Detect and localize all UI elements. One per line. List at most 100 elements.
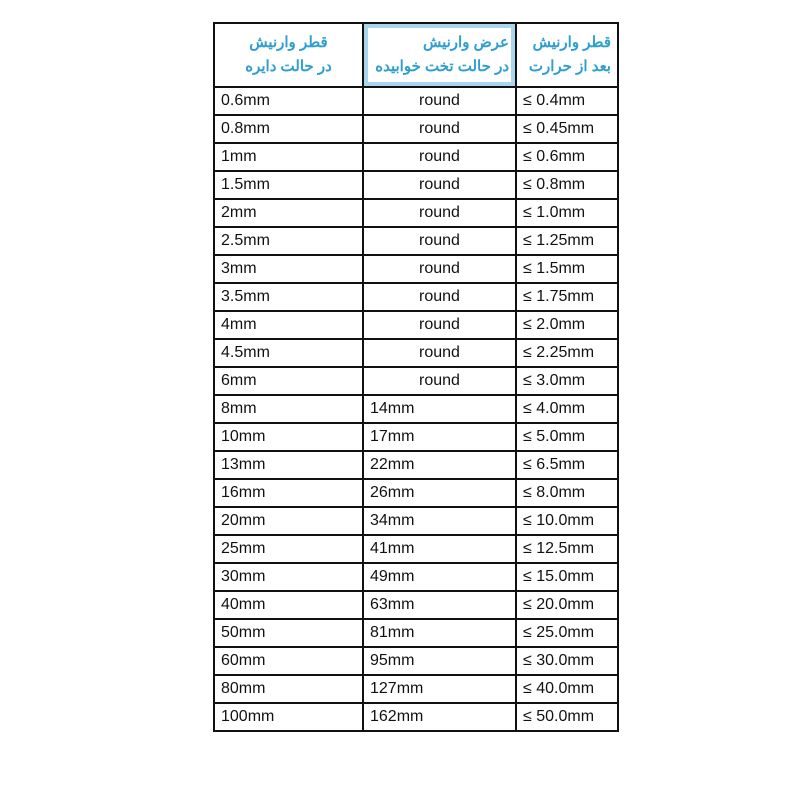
- shrunk-diameter-cell: ≤ 1.0mm: [515, 198, 619, 228]
- width-cell: round: [362, 254, 517, 284]
- width-cell: 162mm: [362, 702, 517, 732]
- diameter-cell: 2mm: [213, 198, 364, 228]
- shrunk-diameter-cell: ≤ 6.5mm: [515, 450, 619, 480]
- varnish-size-table: قطر وارنیش در حالت دایره عرض وارنیش در حال…: [213, 22, 619, 732]
- diameter-cell: 10mm: [213, 422, 364, 452]
- diameter-cell: 25mm: [213, 534, 364, 564]
- diameter-cell: 8mm: [213, 394, 364, 424]
- diameter-cell: 1mm: [213, 142, 364, 172]
- table-row: 4.5mm round ≤ 2.25mm: [213, 338, 619, 368]
- width-cell: 14mm: [362, 394, 517, 424]
- width-cell: 95mm: [362, 646, 517, 676]
- diameter-cell: 40mm: [213, 590, 364, 620]
- table-row: 3mm round ≤ 1.5mm: [213, 254, 619, 284]
- shrunk-diameter-cell: ≤ 20.0mm: [515, 590, 619, 620]
- table-row: 20mm 34mm ≤ 10.0mm: [213, 506, 619, 536]
- shrunk-diameter-cell: ≤ 15.0mm: [515, 562, 619, 592]
- table-row: 8mm 14mm ≤ 4.0mm: [213, 394, 619, 424]
- header-width-flat: عرض وارنیش در حالت تخت خوابیده: [362, 22, 517, 88]
- width-cell: 127mm: [362, 674, 517, 704]
- diameter-cell: 6mm: [213, 366, 364, 396]
- table-row: 0.6mm round ≤ 0.4mm: [213, 86, 619, 116]
- width-cell: round: [362, 226, 517, 256]
- diameter-cell: 60mm: [213, 646, 364, 676]
- table-row: 4mm round ≤ 2.0mm: [213, 310, 619, 340]
- table-row: 25mm 41mm ≤ 12.5mm: [213, 534, 619, 564]
- header-diameter-round: قطر وارنیش در حالت دایره: [213, 22, 364, 88]
- diameter-cell: 2.5mm: [213, 226, 364, 256]
- shrunk-diameter-cell: ≤ 3.0mm: [515, 366, 619, 396]
- width-cell: 81mm: [362, 618, 517, 648]
- table-row: 60mm 95mm ≤ 30.0mm: [213, 646, 619, 676]
- width-cell: 49mm: [362, 562, 517, 592]
- width-cell: 22mm: [362, 450, 517, 480]
- header-line: قطر وارنیش: [249, 34, 328, 51]
- diameter-cell: 16mm: [213, 478, 364, 508]
- header-diameter-after-heat: قطر وارنیش بعد از حرارت: [515, 22, 619, 88]
- diameter-cell: 1.5mm: [213, 170, 364, 200]
- shrunk-diameter-cell: ≤ 12.5mm: [515, 534, 619, 564]
- diameter-cell: 3mm: [213, 254, 364, 284]
- diameter-cell: 4.5mm: [213, 338, 364, 368]
- shrunk-diameter-cell: ≤ 1.25mm: [515, 226, 619, 256]
- diameter-cell: 4mm: [213, 310, 364, 340]
- width-cell: round: [362, 338, 517, 368]
- width-cell: 41mm: [362, 534, 517, 564]
- width-cell: 17mm: [362, 422, 517, 452]
- width-cell: round: [362, 170, 517, 200]
- width-cell: 63mm: [362, 590, 517, 620]
- shrunk-diameter-cell: ≤ 0.4mm: [515, 86, 619, 116]
- diameter-cell: 50mm: [213, 618, 364, 648]
- table-row: 6mm round ≤ 3.0mm: [213, 366, 619, 396]
- table-row: 30mm 49mm ≤ 15.0mm: [213, 562, 619, 592]
- width-cell: round: [362, 282, 517, 312]
- diameter-cell: 30mm: [213, 562, 364, 592]
- header-line: در حالت دایره: [245, 58, 332, 75]
- shrunk-diameter-cell: ≤ 30.0mm: [515, 646, 619, 676]
- width-cell: round: [362, 310, 517, 340]
- table-row: 0.8mm round ≤ 0.45mm: [213, 114, 619, 144]
- shrunk-diameter-cell: ≤ 5.0mm: [515, 422, 619, 452]
- header-line: بعد از حرارت: [528, 58, 611, 75]
- width-cell: round: [362, 114, 517, 144]
- diameter-cell: 80mm: [213, 674, 364, 704]
- header-line: عرض وارنیش: [422, 34, 509, 51]
- header-line: قطر وارنیش: [532, 34, 611, 51]
- table-row: 16mm 26mm ≤ 8.0mm: [213, 478, 619, 508]
- shrunk-diameter-cell: ≤ 40.0mm: [515, 674, 619, 704]
- table-row: 2.5mm round ≤ 1.25mm: [213, 226, 619, 256]
- shrunk-diameter-cell: ≤ 0.8mm: [515, 170, 619, 200]
- shrunk-diameter-cell: ≤ 4.0mm: [515, 394, 619, 424]
- shrunk-diameter-cell: ≤ 10.0mm: [515, 506, 619, 536]
- shrunk-diameter-cell: ≤ 0.45mm: [515, 114, 619, 144]
- shrunk-diameter-cell: ≤ 2.0mm: [515, 310, 619, 340]
- shrunk-diameter-cell: ≤ 1.75mm: [515, 282, 619, 312]
- table-row: 100mm 162mm ≤ 50.0mm: [213, 702, 619, 732]
- table-row: 13mm 22mm ≤ 6.5mm: [213, 450, 619, 480]
- table-row: 10mm 17mm ≤ 5.0mm: [213, 422, 619, 452]
- table-row: 50mm 81mm ≤ 25.0mm: [213, 618, 619, 648]
- header-line: در حالت تخت خوابیده: [375, 58, 509, 75]
- shrunk-diameter-cell: ≤ 25.0mm: [515, 618, 619, 648]
- table-row: 3.5mm round ≤ 1.75mm: [213, 282, 619, 312]
- table-row: 1mm round ≤ 0.6mm: [213, 142, 619, 172]
- width-cell: round: [362, 366, 517, 396]
- width-cell: 26mm: [362, 478, 517, 508]
- table-row: 2mm round ≤ 1.0mm: [213, 198, 619, 228]
- shrunk-diameter-cell: ≤ 1.5mm: [515, 254, 619, 284]
- diameter-cell: 100mm: [213, 702, 364, 732]
- diameter-cell: 0.6mm: [213, 86, 364, 116]
- table-row: 1.5mm round ≤ 0.8mm: [213, 170, 619, 200]
- width-cell: round: [362, 198, 517, 228]
- header-row: قطر وارنیش در حالت دایره عرض وارنیش در حال…: [213, 22, 619, 88]
- width-cell: round: [362, 142, 517, 172]
- diameter-cell: 3.5mm: [213, 282, 364, 312]
- shrunk-diameter-cell: ≤ 8.0mm: [515, 478, 619, 508]
- diameter-cell: 13mm: [213, 450, 364, 480]
- width-cell: 34mm: [362, 506, 517, 536]
- diameter-cell: 0.8mm: [213, 114, 364, 144]
- shrunk-diameter-cell: ≤ 50.0mm: [515, 702, 619, 732]
- shrunk-diameter-cell: ≤ 2.25mm: [515, 338, 619, 368]
- shrunk-diameter-cell: ≤ 0.6mm: [515, 142, 619, 172]
- table-row: 80mm 127mm ≤ 40.0mm: [213, 674, 619, 704]
